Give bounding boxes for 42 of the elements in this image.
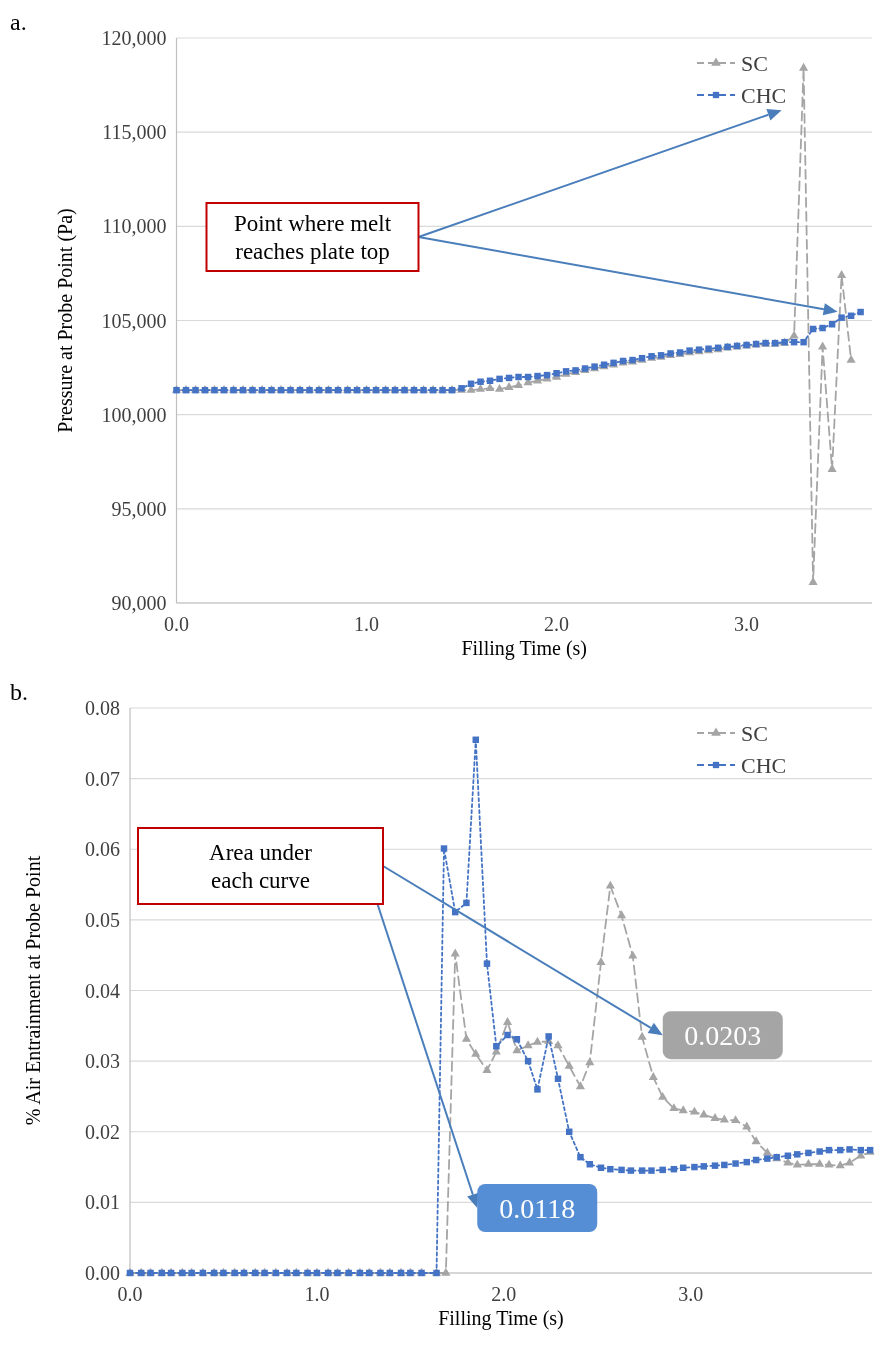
y-tick-label: 0.01 — [85, 1191, 120, 1214]
x-tick-label: 3.0 — [734, 613, 760, 635]
x-tick-label: 0.0 — [164, 613, 189, 635]
legend-label: CHC — [741, 83, 787, 108]
y-tick-label: 95,000 — [111, 497, 167, 520]
x-tick-label: 1.0 — [304, 1283, 330, 1305]
legend-label: CHC — [741, 753, 787, 778]
y-tick-label: 0.03 — [85, 1050, 120, 1073]
annotation: 0.0203 — [684, 1020, 762, 1052]
y-tick-label: 0.04 — [85, 979, 120, 1002]
y-tick-label: 105,000 — [101, 309, 167, 332]
y-axis-title: Pressure at Probe Point (Pa) — [53, 208, 77, 433]
chart-title: a. — [10, 9, 27, 35]
label-box: 0.0203 — [662, 1011, 783, 1060]
y-tick-label: 110,000 — [102, 215, 167, 238]
x-tick-label: 1.0 — [354, 613, 380, 635]
callout-box: Area under each curve — [137, 827, 384, 905]
y-axis-title: % Air Entrainment at Probe Point — [22, 855, 44, 1126]
x-tick-label: 0.0 — [117, 1283, 143, 1305]
y-tick-label: 0.06 — [85, 838, 120, 861]
callout-box: Point where melt reaches plate top — [205, 202, 420, 272]
chart-title: b. — [10, 679, 28, 705]
legend-label: SC — [741, 721, 768, 746]
annotation: Point where melt reaches plate top — [233, 211, 392, 264]
y-tick-label: 0.08 — [85, 697, 120, 719]
legend-label: SC — [741, 51, 768, 76]
annotation: 0.0118 — [499, 1193, 576, 1225]
y-tick-label: 0.00 — [85, 1262, 120, 1284]
y-tick-label: 0.07 — [85, 767, 120, 790]
y-tick-label: 120,000 — [101, 27, 167, 49]
x-tick-label: 2.0 — [544, 613, 570, 635]
y-tick-label: 115,000 — [102, 121, 167, 144]
x-axis-title: Filling Time (s) — [438, 1307, 564, 1330]
x-axis-title: Filling Time (s) — [461, 637, 588, 660]
label-box: 0.0118 — [477, 1184, 598, 1233]
y-tick-label: 0.02 — [85, 1120, 120, 1143]
y-tick-label: 90,000 — [111, 592, 167, 614]
x-tick-label: 3.0 — [678, 1283, 704, 1305]
annotation: Area under each curve — [209, 840, 313, 893]
x-tick-label: 2.0 — [491, 1283, 517, 1305]
y-tick-label: 0.05 — [85, 908, 120, 931]
y-tick-label: 100,000 — [101, 403, 167, 426]
